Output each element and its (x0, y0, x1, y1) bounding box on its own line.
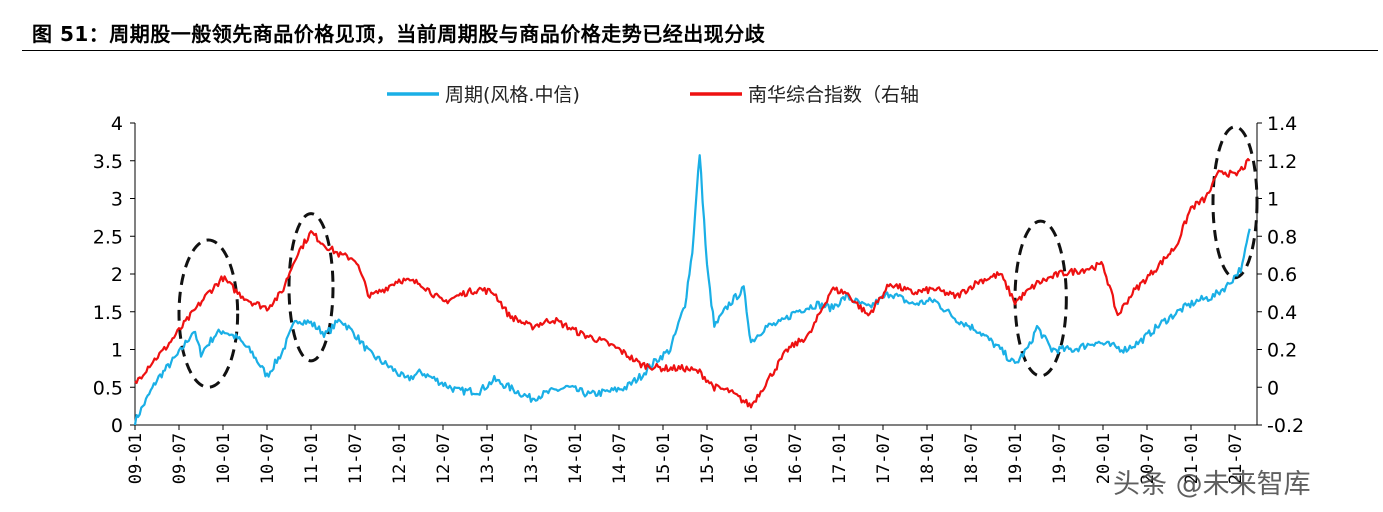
x-tick-label: 17-01 (830, 433, 850, 484)
annotation-ellipse-2 (1013, 219, 1068, 378)
annotation-ellipse-1 (287, 212, 335, 363)
x-tick-label: 16-07 (786, 433, 806, 484)
right-tick-label: 1 (1267, 189, 1279, 211)
right-tick-label: -0.2 (1267, 415, 1304, 437)
series-line-0 (133, 154, 1251, 426)
x-tick-label: 13-01 (478, 433, 498, 484)
x-tick-label: 11-01 (302, 433, 322, 484)
x-tick-label: 09-01 (126, 433, 146, 484)
x-tick-label: 12-01 (390, 433, 410, 484)
right-tick-label: 0 (1267, 377, 1279, 399)
right-tick-label: 1.4 (1267, 113, 1297, 135)
annotation-ellipse-3 (1211, 125, 1259, 280)
right-tick-label: 0.8 (1267, 226, 1297, 248)
axes-group: 0 0.5 1 1.5 2 2.5 3 3.5 4 -0.2 0 0.2 0.4 0.6 0.8 1 1.2 1.… (93, 113, 1304, 484)
left-tick-label: 1 (111, 340, 123, 362)
series-group (133, 154, 1251, 426)
annotation-ellipse-0 (177, 238, 240, 389)
x-tick-label: 12-07 (434, 433, 454, 484)
left-tick-label: 2.5 (93, 226, 123, 248)
right-tick-label: 0.4 (1267, 302, 1297, 324)
x-tick-label: 18-07 (962, 433, 982, 484)
x-tick-label: 19-01 (1006, 433, 1026, 484)
x-tick-label: 14-01 (566, 433, 586, 484)
legend-label-0: 周期(风格.中信) (445, 84, 580, 106)
right-tick-label: 0.6 (1267, 264, 1297, 286)
right-tick-label: 0.2 (1267, 340, 1297, 362)
left-tick-label: 3.5 (93, 151, 123, 173)
x-tick-label: 21-07 (1226, 433, 1246, 484)
legend-label-1: 南华综合指数（右轴 (748, 84, 919, 106)
series-line-1 (134, 158, 1251, 409)
left-tick-label: 0 (111, 415, 123, 437)
left-tick-label: 1.5 (93, 302, 123, 324)
right-tick-label: 1.2 (1267, 151, 1297, 173)
x-tick-label: 16-01 (742, 433, 762, 484)
annotation-ellipses (177, 125, 1259, 389)
x-tick-label: 11-07 (346, 433, 366, 484)
left-tick-label: 3 (111, 189, 123, 211)
x-tick-label: 10-07 (258, 433, 278, 484)
watermark: 头条 @未来智库 (1113, 469, 1311, 500)
x-tick-label: 17-07 (874, 433, 894, 484)
title-divider (22, 50, 1378, 51)
left-tick-label: 2 (111, 264, 123, 286)
x-tick-label: 15-07 (698, 433, 718, 484)
x-tick-label: 20-07 (1138, 433, 1158, 484)
figure-title: 图 51：周期股一般领先商品价格见顶，当前周期股与商品价格走势已经出现分歧 (32, 22, 766, 46)
legend: 周期(风格.中信) 南华综合指数（右轴 (387, 84, 919, 106)
x-tick-label: 09-07 (170, 433, 190, 484)
x-tick-label: 13-07 (522, 433, 542, 484)
x-tick-label: 14-07 (610, 433, 630, 484)
left-tick-label: 4 (111, 113, 123, 135)
x-tick-label: 19-07 (1050, 433, 1070, 484)
x-tick-label: 21-01 (1182, 433, 1202, 484)
left-tick-label: 0.5 (93, 377, 123, 399)
x-tick-label: 15-01 (654, 433, 674, 484)
x-tick-label: 18-01 (918, 433, 938, 484)
x-tick-label: 10-01 (214, 433, 234, 484)
x-tick-label: 20-01 (1094, 433, 1114, 484)
